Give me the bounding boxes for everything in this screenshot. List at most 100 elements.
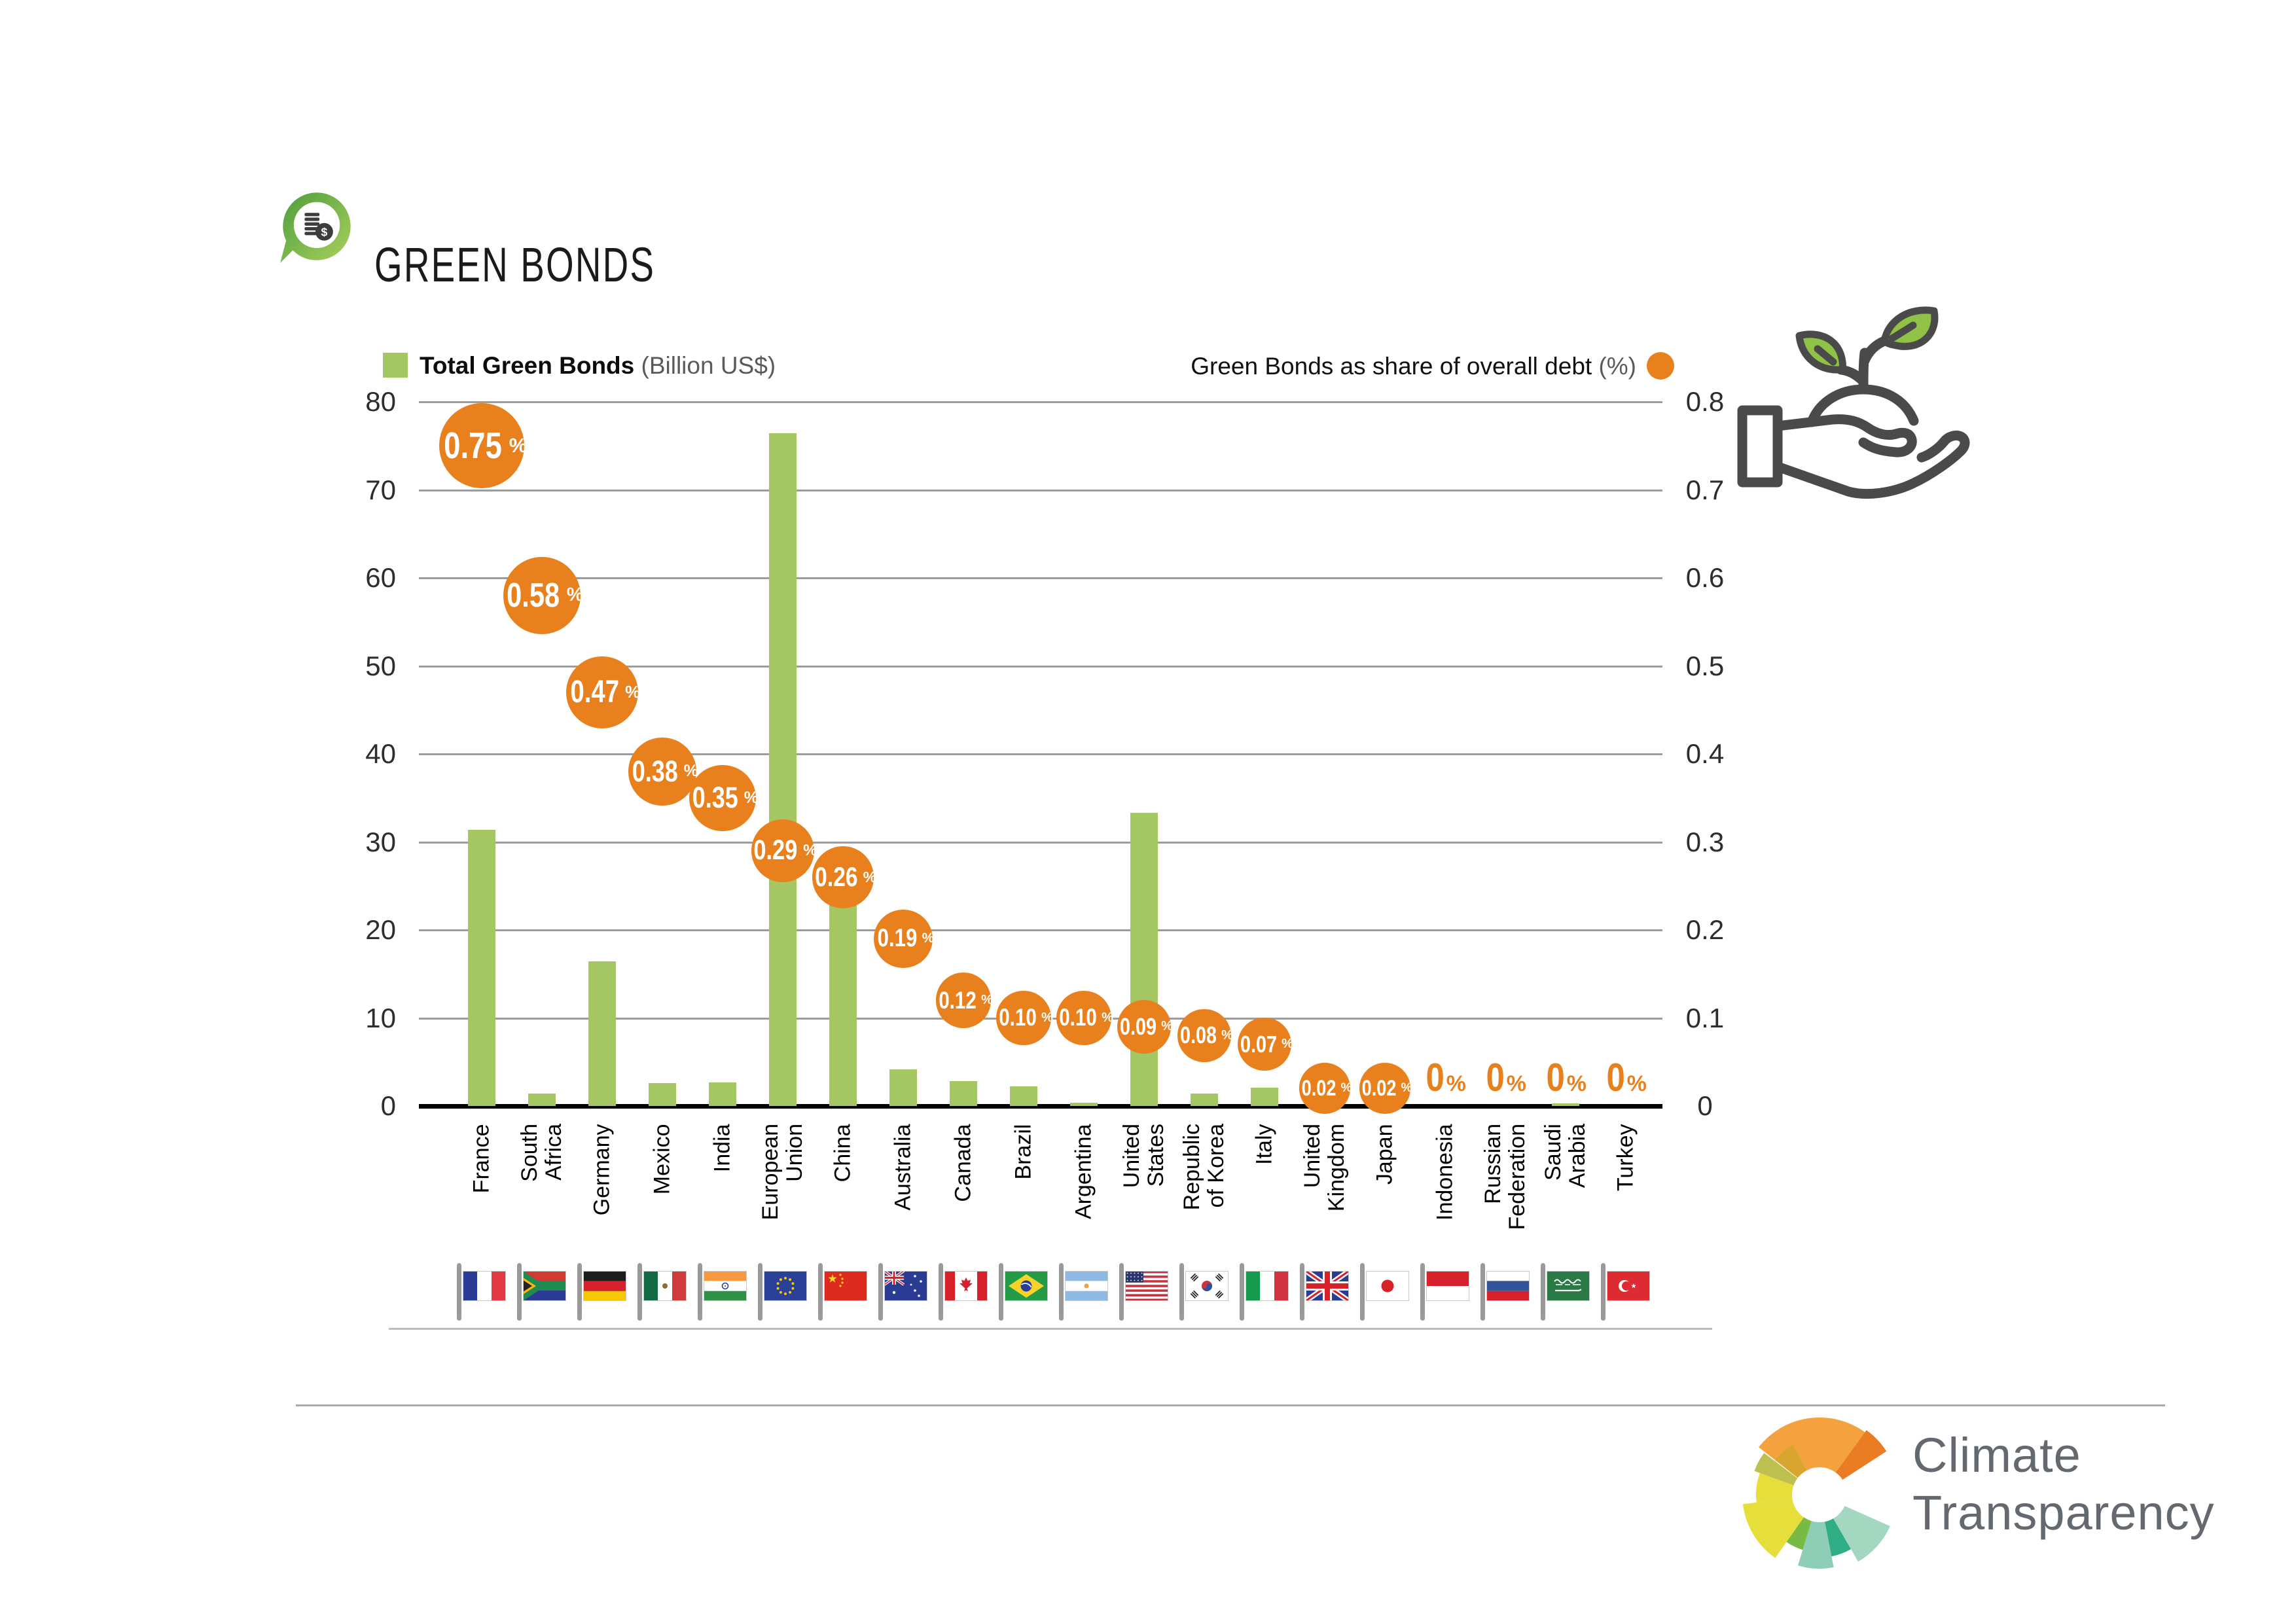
flag-argentina xyxy=(1065,1271,1108,1301)
flags-baseline xyxy=(389,1328,1712,1330)
flag-brazil xyxy=(1005,1271,1048,1301)
legend-green-swatch xyxy=(383,353,408,378)
right-axis-tick: 0.6 xyxy=(1685,562,1725,593)
bubble-australia: 0.19% xyxy=(874,909,934,969)
flag-turkey xyxy=(1607,1271,1650,1301)
flag-pole xyxy=(698,1263,702,1321)
flag-pole xyxy=(1300,1263,1304,1321)
bubble-france: 0.75% xyxy=(439,403,527,489)
bar-south-africa xyxy=(528,1094,556,1106)
flag-japan xyxy=(1366,1271,1409,1301)
flag-russia xyxy=(1486,1271,1530,1301)
bubble-china: 0.26% xyxy=(812,846,876,908)
flag-mexico xyxy=(643,1271,687,1301)
flag-united-kingdom xyxy=(1304,1268,1351,1304)
zero-share-indonesia: 0% xyxy=(1426,1056,1466,1099)
flag-european-union xyxy=(764,1271,807,1301)
bar-canada xyxy=(950,1081,977,1106)
flag-republic-of-korea xyxy=(1185,1271,1229,1301)
flag-pole xyxy=(1059,1263,1064,1321)
right-axis-tick: 0.1 xyxy=(1685,1002,1725,1033)
x-label-italy: Italy xyxy=(1251,1124,1277,1165)
bar-brazil xyxy=(1010,1086,1037,1106)
flag-pole xyxy=(1360,1263,1365,1321)
legend-total-green-bonds: Total Green Bonds (Billion US$) xyxy=(383,352,776,380)
flag-pole xyxy=(1601,1263,1605,1321)
bubble-germany: 0.47% xyxy=(566,656,640,728)
hand-plant-icon xyxy=(1737,306,1970,499)
legend-left-unit: (Billion US$) xyxy=(641,352,776,379)
left-axis-tick: 30 xyxy=(365,826,396,857)
gridline xyxy=(419,753,1662,755)
legend-orange-dot-icon xyxy=(1647,352,1674,380)
x-label-germany: Germany xyxy=(589,1124,615,1215)
flag-italy xyxy=(1246,1271,1289,1301)
bubble-south-africa: 0.58% xyxy=(503,557,584,634)
left-axis-tick: 0 xyxy=(380,1090,396,1121)
flag-pole xyxy=(457,1263,461,1321)
flag-russian-federation xyxy=(1486,1271,1530,1301)
green-bonds-pin-icon: $ xyxy=(280,192,351,263)
legend-left-label: Total Green Bonds xyxy=(420,352,635,379)
flag-india xyxy=(704,1271,747,1301)
right-axis-tick: 0.4 xyxy=(1685,738,1725,769)
flag-italy xyxy=(1246,1271,1289,1301)
bar-european-union xyxy=(769,433,797,1106)
x-label-brazil: Brazil xyxy=(1011,1124,1036,1180)
brand-line-2: Transparency xyxy=(1912,1486,2215,1540)
flag-pole xyxy=(1480,1263,1485,1321)
flag-turkey xyxy=(1607,1271,1650,1301)
flag-pole xyxy=(517,1263,522,1321)
flag-canada xyxy=(944,1271,988,1301)
bubble-brazil: 0.10% xyxy=(996,990,1053,1046)
x-label-turkey: Turkey xyxy=(1613,1124,1638,1191)
bar-mexico xyxy=(649,1083,676,1106)
svg-text:$: $ xyxy=(321,225,327,238)
flag-germany xyxy=(583,1271,626,1301)
legend-right-label: Green Bonds as share of overall debt xyxy=(1191,353,1592,380)
left-axis-tick: 50 xyxy=(365,650,396,681)
brand-line-1: Climate xyxy=(1912,1428,2081,1482)
x-label-republic-of-korea: Republic of Korea xyxy=(1179,1124,1229,1211)
flag-pole xyxy=(878,1263,883,1321)
bubble-republic-of-korea: 0.08% xyxy=(1177,1008,1233,1063)
flag-argentina xyxy=(1065,1271,1108,1301)
flag-france xyxy=(463,1271,506,1301)
flag-pole xyxy=(758,1263,762,1321)
coins-icon: $ xyxy=(304,213,333,241)
climate-transparency-logo: Climate Transparency xyxy=(1912,1427,2215,1542)
zero-share-turkey: 0% xyxy=(1606,1056,1647,1099)
flag-indonesia xyxy=(1426,1271,1469,1301)
flag-saudi-arabia xyxy=(1547,1271,1590,1301)
zero-share-saudi-arabia: 0% xyxy=(1546,1056,1587,1099)
flag-brazil xyxy=(1005,1271,1048,1301)
left-axis-tick: 80 xyxy=(365,386,396,417)
bubble-india: 0.35% xyxy=(689,764,759,831)
left-axis-tick: 60 xyxy=(365,562,396,593)
flag-united-states xyxy=(1125,1271,1168,1302)
left-axis-tick: 20 xyxy=(365,914,396,945)
flag-european-union xyxy=(764,1271,807,1301)
bubble-mexico: 0.38% xyxy=(628,738,698,806)
left-axis-tick: 70 xyxy=(365,474,396,505)
bubble-japan: 0.02% xyxy=(1359,1063,1412,1114)
flag-australia xyxy=(883,1270,927,1301)
bubble-canada: 0.12% xyxy=(935,972,993,1028)
flag-saudi-arabia xyxy=(1547,1271,1590,1301)
bubble-united-kingdom: 0.02% xyxy=(1299,1063,1352,1114)
x-label-mexico: Mexico xyxy=(649,1124,675,1194)
flag-china xyxy=(824,1271,867,1301)
flag-france xyxy=(463,1271,506,1301)
pinwheel-icon xyxy=(1742,1417,1890,1569)
left-axis-tick: 40 xyxy=(365,738,396,769)
x-label-india: India xyxy=(709,1124,735,1172)
bar-republic-of-korea xyxy=(1191,1094,1218,1106)
x-label-united-kingdom: United Kingdom xyxy=(1300,1124,1349,1212)
footer-divider xyxy=(296,1404,2165,1406)
flag-united-kingdom xyxy=(1304,1268,1351,1304)
flag-pole xyxy=(1420,1263,1425,1321)
gridline xyxy=(419,577,1662,579)
flag-pole xyxy=(637,1263,642,1321)
page-title: GREEN BONDS xyxy=(374,237,656,292)
